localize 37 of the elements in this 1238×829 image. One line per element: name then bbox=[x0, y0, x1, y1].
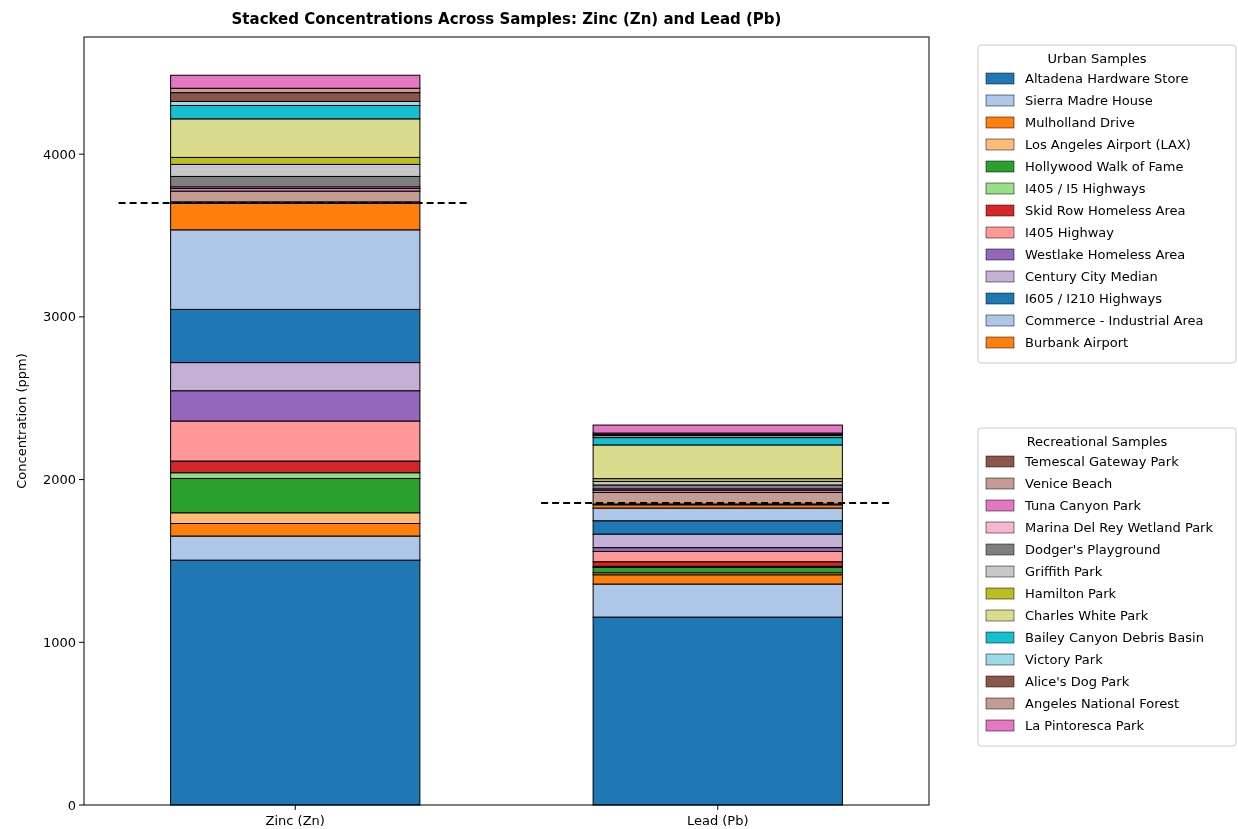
y-tick-label: 2000 bbox=[42, 472, 76, 488]
legend-label: Skid Row Homeless Area bbox=[1025, 203, 1186, 218]
legend-label: Burbank Airport bbox=[1025, 335, 1129, 350]
legend-label: Charles White Park bbox=[1025, 608, 1149, 623]
legend-label: Century City Median bbox=[1025, 269, 1158, 284]
legend-label: Tuna Canyon Park bbox=[1024, 498, 1142, 513]
legend-label: Marina Del Rey Wetland Park bbox=[1025, 520, 1214, 535]
y-axis-title: Concentration (ppm) bbox=[14, 353, 29, 489]
legend-label: Dodger's Playground bbox=[1025, 542, 1161, 557]
legend-label: Victory Park bbox=[1025, 652, 1104, 667]
chart-title: Stacked Concentrations Across Samples: Zinc (Zn) and Lead (Pb) bbox=[231, 10, 782, 28]
y-tick-label: 3000 bbox=[42, 309, 76, 325]
legend-label: I405 / I5 Highways bbox=[1025, 181, 1146, 196]
legend-label: Commerce - Industrial Area bbox=[1025, 313, 1204, 328]
legend-label: Hollywood Walk of Fame bbox=[1025, 159, 1184, 174]
legend-label: Angeles National Forest bbox=[1025, 696, 1180, 711]
legend-label: I405 Highway bbox=[1025, 225, 1115, 240]
legend-label: Temescal Gateway Park bbox=[1024, 454, 1180, 469]
legend-label: Los Angeles Airport (LAX) bbox=[1025, 137, 1191, 152]
legend-label: Bailey Canyon Debris Basin bbox=[1025, 630, 1204, 645]
legend-label: Westlake Homeless Area bbox=[1025, 247, 1186, 262]
legend-label: Hamilton Park bbox=[1025, 586, 1117, 601]
legend-label: Altadena Hardware Store bbox=[1025, 71, 1189, 86]
legend-label: I605 / I210 Highways bbox=[1025, 291, 1163, 306]
legend-label: La Pintoresca Park bbox=[1025, 718, 1145, 733]
y-tick-label: 0 bbox=[67, 797, 76, 813]
legend-label: Griffith Park bbox=[1025, 564, 1103, 579]
y-tick-label: 1000 bbox=[42, 634, 76, 650]
text: Urban Samples bbox=[1047, 51, 1147, 66]
x-tick-label: Lead (Pb) bbox=[686, 813, 749, 828]
legend-label: Venice Beach bbox=[1025, 476, 1113, 491]
legend-label: Mulholland Drive bbox=[1025, 115, 1135, 130]
text: Recreational Samples bbox=[1026, 434, 1168, 449]
y-tick-label: 4000 bbox=[42, 146, 76, 162]
legend-label: Alice's Dog Park bbox=[1025, 674, 1130, 689]
x-tick-label: Zinc (Zn) bbox=[265, 813, 325, 828]
legend-label: Sierra Madre House bbox=[1025, 93, 1153, 108]
